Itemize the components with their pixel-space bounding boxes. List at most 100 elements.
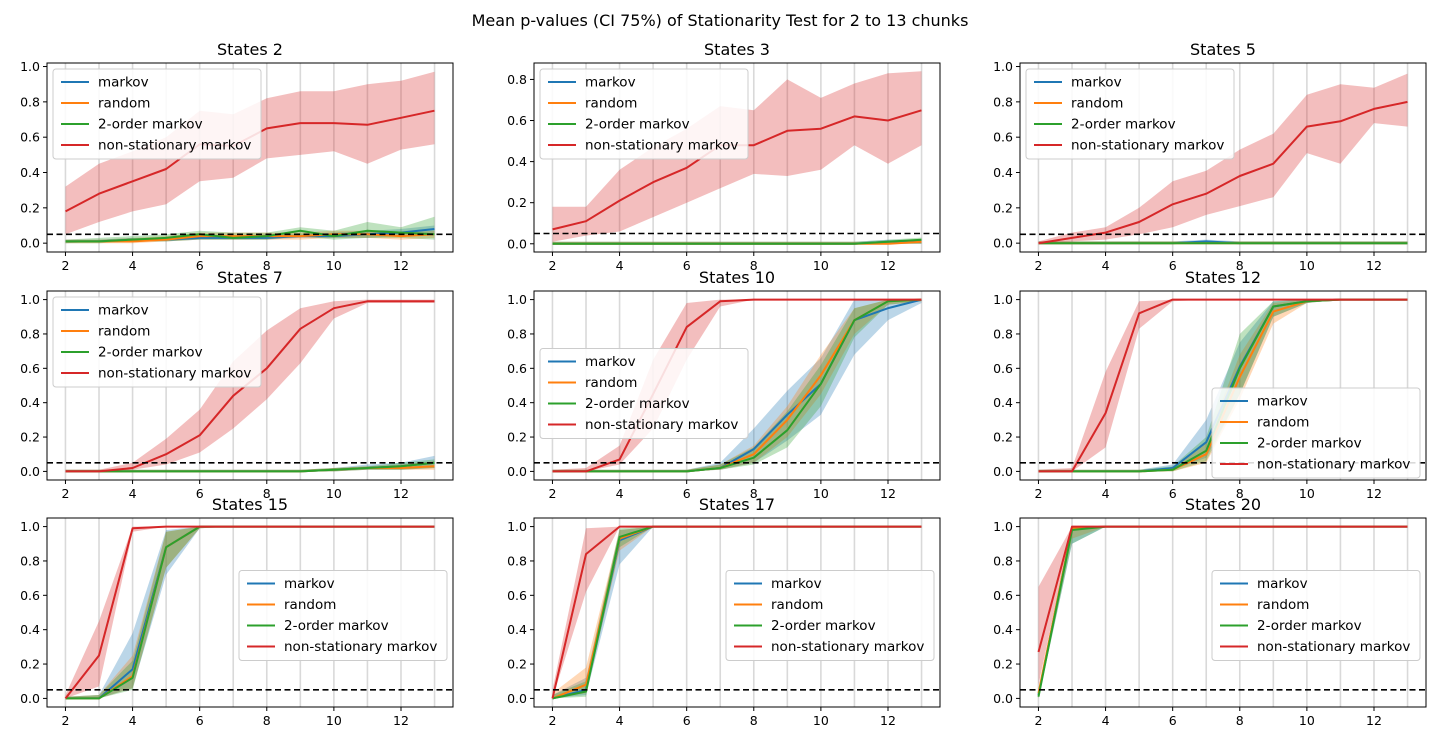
y-tick-label: 0.0 bbox=[507, 464, 527, 479]
y-tick-label: 1.0 bbox=[20, 59, 40, 74]
x-tick-label: 10 bbox=[326, 713, 342, 728]
ci-band bbox=[552, 526, 922, 699]
y-tick-label: 0.4 bbox=[20, 622, 40, 637]
ci-band bbox=[552, 526, 922, 699]
x-tick-label: 8 bbox=[1236, 713, 1244, 728]
y-tick-label: 1.0 bbox=[993, 519, 1013, 534]
subplot-title: States 3 bbox=[704, 40, 770, 59]
x-tick-label: 4 bbox=[616, 258, 624, 273]
y-tick-label: 0.6 bbox=[20, 361, 40, 376]
y-tick-label: 0.8 bbox=[20, 326, 40, 341]
legend: markov random 2-order markov non-stationary… bbox=[539, 68, 749, 160]
ci-band bbox=[1038, 299, 1408, 472]
axes-frame bbox=[1019, 62, 1427, 253]
series-line bbox=[64, 525, 435, 700]
x-tick-label: 2 bbox=[548, 258, 556, 273]
legend-label: random bbox=[1257, 415, 1309, 431]
x-tick-label: 2 bbox=[1034, 258, 1042, 273]
y-tick-label: 1.0 bbox=[993, 292, 1013, 307]
legend-box bbox=[238, 570, 448, 661]
ci-band bbox=[552, 239, 922, 244]
y-tick-label: 0.8 bbox=[20, 94, 40, 109]
y-tick-label: 1.0 bbox=[20, 519, 40, 534]
x-tick-label: 12 bbox=[880, 486, 896, 501]
y-tick-label: 0.6 bbox=[20, 588, 40, 603]
x-tick-label: 6 bbox=[196, 258, 204, 273]
legend-label: non-stationary markov bbox=[771, 639, 924, 655]
subplot: 2 4 6 8 10 12 0.0 0.2 0.4 0.6 0.8 1.0 States 5 markov… bbox=[993, 40, 1427, 273]
ci-band bbox=[65, 526, 435, 699]
x-tick-label: 4 bbox=[616, 486, 624, 501]
legend-label: 2-order markov bbox=[98, 345, 203, 361]
x-tick-label: 6 bbox=[1169, 486, 1177, 501]
x-tick-label: 4 bbox=[1102, 713, 1110, 728]
legend: markov random 2-order markov non-stationary… bbox=[1025, 68, 1235, 160]
legend-label: random bbox=[284, 597, 336, 613]
legend-label: non-stationary markov bbox=[98, 366, 251, 382]
subplot-title: States 10 bbox=[699, 268, 775, 287]
legend-label: markov bbox=[1071, 75, 1122, 91]
axes-frame bbox=[46, 62, 454, 253]
legend-label: non-stationary markov bbox=[284, 639, 437, 655]
subplot: 2 4 6 8 10 12 0.0 0.2 0.4 0.6 0.8 1.0 States 12 marko… bbox=[993, 268, 1427, 501]
y-tick-label: 0.8 bbox=[993, 94, 1013, 109]
subplot-title: States 17 bbox=[699, 495, 775, 514]
subplot: 2 4 6 8 10 12 0.0 0.2 0.4 0.6 0.8 1.0 States 17 marko… bbox=[507, 495, 941, 728]
y-tick-label: 0.2 bbox=[20, 657, 40, 672]
y-tick-label: 1.0 bbox=[20, 292, 40, 307]
subplot: 2 4 6 8 10 12 0.0 0.2 0.4 0.6 0.8 1.0 States 15 marko… bbox=[20, 495, 454, 728]
series-line bbox=[1038, 298, 1408, 473]
y-tick-label: 0.0 bbox=[993, 236, 1013, 251]
y-tick-label: 0.0 bbox=[507, 691, 527, 706]
legend-label: 2-order markov bbox=[98, 117, 203, 133]
x-tick-label: 6 bbox=[1169, 258, 1177, 273]
x-tick-label: 6 bbox=[196, 486, 204, 501]
x-tick-label: 8 bbox=[1236, 258, 1244, 273]
x-tick-label: 8 bbox=[1236, 486, 1244, 501]
y-tick-label: 0.0 bbox=[993, 691, 1013, 706]
y-tick-label: 0.8 bbox=[993, 553, 1013, 568]
legend: markov random 2-order markov non-stationary… bbox=[539, 348, 749, 439]
series-line bbox=[65, 229, 435, 243]
x-tick-label: 2 bbox=[548, 486, 556, 501]
subplot: 2 4 6 8 10 12 0.0 0.2 0.4 0.6 0.8 States 3 markov ran… bbox=[507, 40, 941, 273]
legend-label: random bbox=[771, 597, 823, 613]
y-tick-label: 0.2 bbox=[993, 200, 1013, 215]
axes-frame bbox=[1019, 517, 1427, 708]
subplot-title: States 7 bbox=[217, 268, 283, 287]
legend-label: non-stationary markov bbox=[98, 138, 251, 154]
y-tick-label: 0.8 bbox=[993, 326, 1013, 341]
legend-label: non-stationary markov bbox=[1071, 138, 1224, 154]
y-tick-label: 0.4 bbox=[993, 622, 1013, 637]
y-tick-label: 0.4 bbox=[20, 165, 40, 180]
legend-box bbox=[1025, 68, 1235, 160]
legend-label: markov bbox=[585, 75, 636, 91]
legend-label: random bbox=[98, 324, 150, 340]
y-tick-label: 0.2 bbox=[20, 200, 40, 215]
y-tick-label: 0.4 bbox=[507, 622, 527, 637]
legend-box bbox=[52, 296, 262, 388]
x-tick-label: 10 bbox=[813, 258, 829, 273]
legend-label: random bbox=[585, 375, 637, 391]
y-tick-label: 1.0 bbox=[993, 59, 1013, 74]
y-tick-label: 0.4 bbox=[993, 165, 1013, 180]
legend-box bbox=[725, 570, 935, 661]
series-line bbox=[552, 238, 922, 245]
x-tick-label: 8 bbox=[263, 486, 271, 501]
x-tick-label: 8 bbox=[263, 713, 271, 728]
legend-label: markov bbox=[1257, 576, 1308, 592]
x-tick-label: 10 bbox=[1299, 258, 1315, 273]
y-tick-label: 0.0 bbox=[20, 236, 40, 251]
legend-label: markov bbox=[1257, 394, 1308, 410]
legend-label: 2-order markov bbox=[1071, 117, 1176, 133]
series-line bbox=[551, 525, 922, 699]
x-tick-label: 6 bbox=[683, 258, 691, 273]
legend-box bbox=[52, 68, 262, 160]
x-tick-label: 12 bbox=[880, 258, 896, 273]
x-tick-label: 4 bbox=[129, 258, 137, 273]
y-tick-label: 1.0 bbox=[507, 519, 527, 534]
legend: markov random 2-order markov non-stationary… bbox=[725, 570, 935, 661]
y-tick-label: 0.4 bbox=[20, 395, 40, 410]
y-tick-label: 0.2 bbox=[507, 195, 527, 210]
ci-band bbox=[1038, 73, 1408, 244]
